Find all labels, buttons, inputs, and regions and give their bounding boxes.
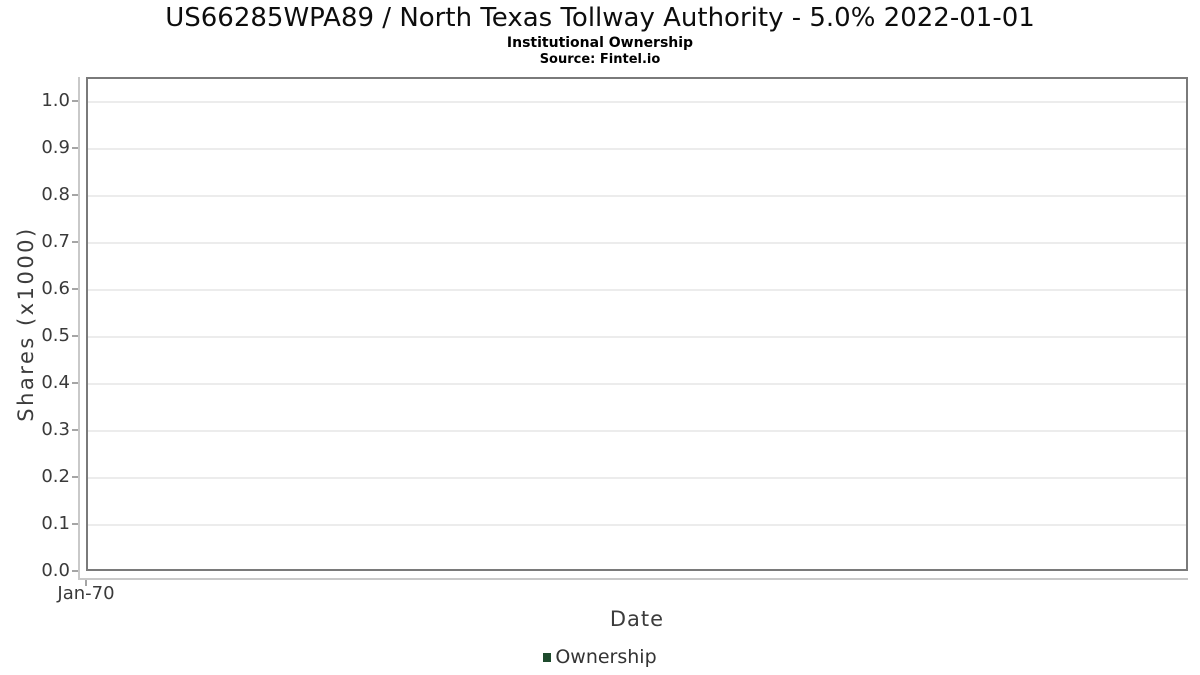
y-tick-label: 0.1 xyxy=(41,512,70,534)
gridline xyxy=(88,194,1186,197)
y-tick-mark xyxy=(72,381,78,384)
y-tick-mark xyxy=(72,193,78,196)
y-tick-mark xyxy=(72,570,78,572)
y-tick-label: 0.7 xyxy=(41,230,70,252)
y-tick-mark xyxy=(72,146,78,149)
y-tick-label: 0.6 xyxy=(41,277,70,299)
gridline xyxy=(88,147,1186,150)
legend-swatch-square xyxy=(543,653,552,662)
gridline xyxy=(88,335,1186,338)
gridline xyxy=(88,523,1186,526)
y-tick-label: 0.4 xyxy=(41,371,70,393)
gridline xyxy=(88,288,1186,291)
gridline xyxy=(88,476,1186,479)
y-tick-label: 0.5 xyxy=(41,324,70,346)
y-tick-mark xyxy=(72,428,78,431)
chart-subtitle: Institutional Ownership xyxy=(506,35,694,51)
y-tick-mark xyxy=(72,99,78,102)
y-axis-line xyxy=(78,77,80,580)
chart-title: US66285WPA89 / North Texas Tollway Autho… xyxy=(165,3,1035,33)
y-tick-label: 0.3 xyxy=(41,418,70,440)
y-tick-label: 0.2 xyxy=(41,465,70,487)
y-tick-mark xyxy=(72,475,78,478)
gridline xyxy=(88,382,1186,385)
y-tick-label: 1.0 xyxy=(41,89,70,111)
chart-source: Source: Fintel.io xyxy=(539,52,661,67)
gridline xyxy=(88,241,1186,244)
y-tick-mark xyxy=(72,287,78,290)
y-tick-label: 0.9 xyxy=(41,136,70,158)
y-tick-mark xyxy=(72,522,78,525)
gridline xyxy=(88,429,1186,432)
plot-area xyxy=(86,77,1188,571)
x-axis-line xyxy=(78,578,1188,580)
x-axis-title: Date xyxy=(609,607,665,631)
legend: Ownership xyxy=(0,646,1200,668)
y-axis-title: Shares (x1000) xyxy=(14,226,38,422)
y-tick-mark xyxy=(72,240,78,243)
legend-label: Ownership xyxy=(555,646,657,668)
x-tick-mark xyxy=(85,580,87,586)
y-tick-mark xyxy=(72,334,78,337)
gridline xyxy=(88,100,1186,103)
y-tick-label: 0.0 xyxy=(41,560,70,581)
y-tick-label: 0.8 xyxy=(41,183,70,205)
x-tick-label: Jan-70 xyxy=(57,583,115,604)
